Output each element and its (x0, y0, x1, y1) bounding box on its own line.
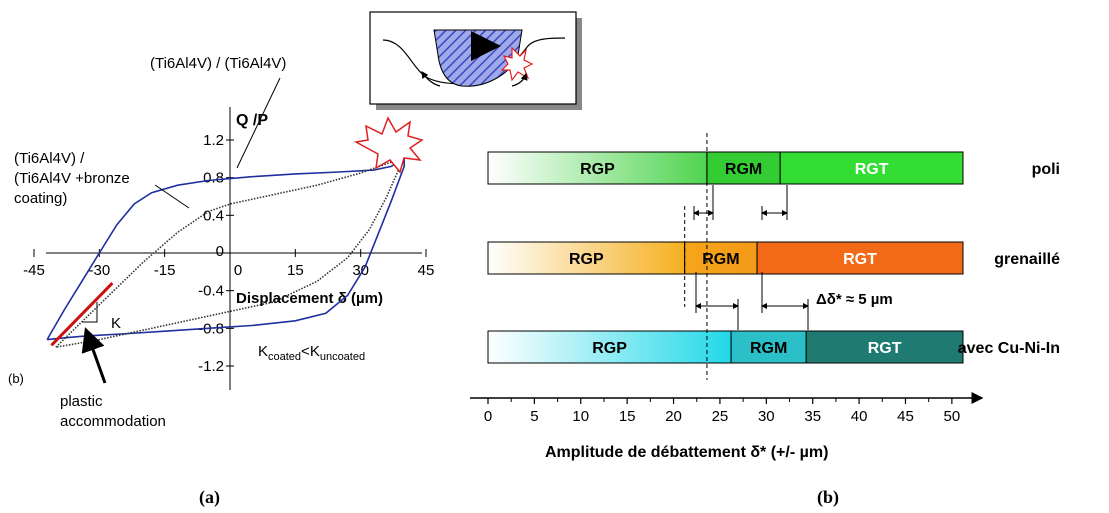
contact-spark-icon (500, 46, 534, 82)
plastic-arrow (81, 327, 107, 384)
y-tick-label: -0.4 (198, 283, 224, 300)
annotation-coated-2: (Ti6Al4V +bronze (14, 170, 130, 187)
leader-coated (154, 184, 190, 209)
regime-segment-rgm (730, 330, 807, 364)
b-x-tick-label: 10 (572, 408, 589, 425)
panel-label-a: (a) (199, 487, 220, 508)
regime-segment-rgm (684, 241, 758, 275)
regime-segment-rgt (805, 330, 964, 364)
corner-label: (b) (8, 371, 24, 386)
explosion-icon (353, 116, 424, 174)
row-label: avec Cu-Ni-In (958, 340, 1060, 357)
regime-label: RGM (750, 340, 787, 357)
flow-arrow-left (421, 71, 441, 87)
plastic-label-2: accommodation (60, 413, 166, 430)
y-tick-label: 1.2 (203, 132, 224, 149)
b-x-tick-label: 25 (712, 408, 729, 425)
regime-label: RGP (580, 161, 615, 178)
k-label: K (111, 315, 121, 332)
regime-segment-rgt (756, 241, 964, 275)
plastic-segment-line (50, 282, 114, 347)
regime-label: RGT (855, 161, 889, 178)
leader-uncoated (236, 77, 281, 169)
b-x-tick-label: 20 (665, 408, 682, 425)
b-x-tick-label: 15 (619, 408, 636, 425)
regime-segment-rgp (487, 151, 708, 185)
hysteresis-chart: -45 -30 -15 0 15 30 45 1.20.80.40-0.4-0.8-1.2 … (8, 55, 434, 508)
k-triangle (82, 302, 98, 323)
y-tick-label: -1.2 (198, 358, 224, 375)
regime-label: RGP (592, 340, 627, 357)
regime-segment-rgp (487, 330, 732, 364)
regime-label: RGM (702, 251, 739, 268)
panel-label-b: (b) (817, 487, 839, 508)
x-tick-label: 15 (287, 262, 304, 279)
y-tick-label: 0.8 (203, 170, 224, 187)
y-axis-label: Q /P (236, 112, 268, 129)
annotation-uncoated: (Ti6Al4V) / (Ti6Al4V) (150, 55, 286, 72)
flow-arrow-right (511, 72, 528, 87)
annotation-coated-3: coating) (14, 190, 67, 207)
x-tick-label: 45 (418, 262, 435, 279)
b-x-tick-label: 5 (530, 408, 538, 425)
x-tick-label: -45 (23, 262, 45, 279)
b-x-axis-label: Amplitude de débattement δ* (+/- µm) (545, 444, 828, 461)
regime-bars: RGP RGM RGT poli RGP RGM RGT grenaillé RGP RGM RGT… (487, 151, 1060, 364)
b-x-tick-label: 45 (897, 408, 914, 425)
regime-segment-rgp (487, 241, 686, 275)
k-comparison: Kcoated<Kuncoated (258, 343, 365, 363)
delta-label: Δδ* ≈ 5 µm (816, 291, 893, 308)
fretting-regime-chart: RGP RGM RGT poli RGP RGM RGT grenaillé RGP RGM RGT… (470, 133, 1060, 508)
x-tick-label: -15 (154, 262, 176, 279)
regime-label: RGT (868, 340, 902, 357)
y-tick-marks (226, 139, 234, 367)
b-x-tick-label: 30 (758, 408, 775, 425)
b-x-tick-marks (487, 398, 953, 404)
row-label: grenaillé (994, 251, 1060, 268)
regime-segment-rgt (779, 151, 964, 185)
b-x-tick-label: 50 (944, 408, 961, 425)
x-tick-labels: -45 -30 -15 0 15 30 45 (23, 262, 434, 279)
b-x-tick-label: 35 (804, 408, 821, 425)
regime-label: RGM (725, 161, 762, 178)
b-x-tick-label: 40 (851, 408, 868, 425)
b-x-tick-labels: 0 5 10 15 20 25 30 35 40 45 50 (484, 408, 960, 425)
x-tick-label: -30 (88, 262, 110, 279)
x-tick-label: 0 (234, 262, 242, 279)
b-x-tick-label: 0 (484, 408, 492, 425)
regime-label: RGP (569, 251, 604, 268)
annotation-coated-1: (Ti6Al4V) / (14, 150, 85, 167)
row-label: poli (1032, 161, 1060, 178)
plastic-label-1: plastic (60, 393, 103, 410)
regime-label: RGT (843, 251, 877, 268)
contact-inset (369, 11, 582, 110)
x-axis-label: Displacement δ (µm) (236, 290, 383, 307)
y-tick-label: 0 (216, 243, 224, 260)
